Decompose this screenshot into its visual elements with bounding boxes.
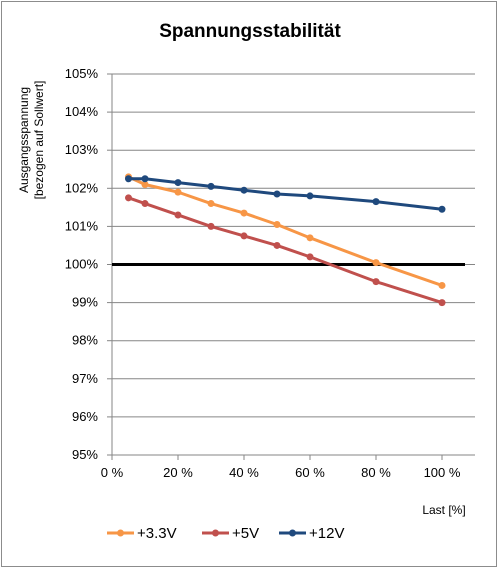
x-tick-label: 40 %: [229, 465, 259, 480]
x-tick-label: 80 %: [361, 465, 391, 480]
series-point-1: [125, 194, 132, 202]
series-point-2: [273, 190, 281, 198]
y-tick-label: 96%: [72, 409, 98, 424]
series-point-0: [207, 200, 215, 208]
series-point-0: [438, 281, 446, 289]
y-axis-title-line2: [bezogen auf Sollwert]: [32, 81, 46, 200]
legend-label: +12V: [309, 525, 344, 542]
legend-label: +5V: [232, 525, 259, 542]
series-point-0: [240, 209, 248, 217]
series-point-2: [438, 205, 446, 213]
y-tick-label: 101%: [65, 218, 99, 233]
legend-marker-0: [117, 529, 124, 537]
x-tick-label: 60 %: [295, 465, 325, 480]
x-tick-label: 20 %: [163, 465, 193, 480]
series-point-0: [141, 180, 149, 188]
x-tick-label: 100 %: [424, 465, 461, 480]
series-point-2: [125, 175, 132, 183]
y-tick-label: 102%: [65, 180, 99, 195]
y-tick-label: 103%: [65, 142, 99, 157]
series-point-2: [141, 175, 149, 183]
legend: +3.3V +5V +12V: [107, 525, 344, 542]
series-point-1: [141, 200, 149, 208]
y-tick-label: 98%: [72, 333, 98, 348]
y-tick-label: 104%: [65, 104, 99, 119]
x-axis-ticks: 0 % 20 % 40 % 60 % 80 % 100 %: [101, 455, 461, 480]
chart-title: Spannungsstabilität: [159, 21, 341, 42]
y-axis-ticks: 95% 96% 97% 98% 99% 100% 101% 102% 103% 104% 105%: [65, 66, 112, 462]
series-point-2: [207, 182, 215, 190]
series-point-1: [174, 211, 182, 219]
series-point-1: [240, 232, 248, 240]
series-point-1: [438, 299, 446, 307]
y-tick-label: 100%: [65, 257, 99, 272]
y-tick-label: 95%: [72, 447, 98, 462]
series-point-1: [306, 253, 314, 261]
legend-label: +3.3V: [137, 525, 177, 542]
legend-marker-1: [212, 529, 219, 537]
series-point-1: [372, 278, 380, 286]
y-axis-title-line1: Ausgangsspannung: [17, 87, 31, 193]
series-point-2: [174, 179, 182, 187]
series-point-0: [372, 259, 380, 267]
x-axis-title: Last [%]: [422, 503, 465, 517]
series-point-0: [174, 188, 182, 196]
x-tick-label: 0 %: [101, 465, 124, 480]
series-point-2: [306, 192, 314, 200]
series-point-0: [306, 234, 314, 242]
series-point-0: [273, 220, 281, 228]
series-point-2: [372, 198, 380, 206]
y-tick-label: 99%: [72, 295, 98, 310]
y-tick-label: 105%: [65, 66, 99, 81]
y-axis-title: Ausgangsspannung [bezogen auf Sollwert]: [17, 81, 46, 200]
series-point-1: [207, 222, 215, 230]
series-group: [125, 173, 446, 307]
series-point-2: [240, 186, 248, 194]
legend-marker-2: [289, 529, 296, 537]
y-tick-label: 97%: [72, 371, 98, 386]
series-point-1: [273, 241, 281, 249]
